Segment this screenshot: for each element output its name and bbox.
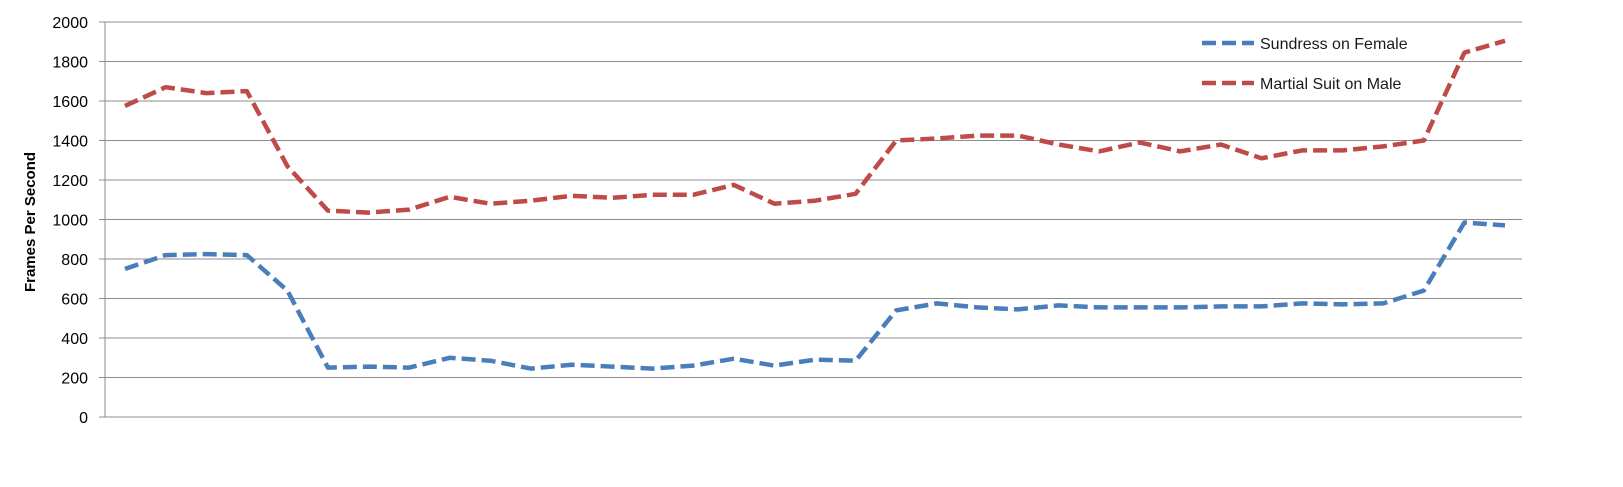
- data-point: [650, 193, 654, 197]
- data-point: [1462, 50, 1466, 54]
- data-point: [975, 133, 979, 137]
- data-point: [1340, 148, 1344, 152]
- data-point: [1300, 148, 1304, 152]
- series-line-0: [124, 220, 1506, 371]
- data-point: [448, 195, 452, 199]
- data-point: [1381, 144, 1385, 148]
- data-point: [1300, 301, 1304, 305]
- data-point: [1259, 304, 1263, 308]
- data-point: [1422, 288, 1426, 292]
- y-tick-label: 0: [79, 410, 88, 427]
- data-point: [1422, 138, 1426, 142]
- data-point: [1138, 140, 1142, 144]
- data-point: [448, 356, 452, 360]
- y-tick-label: 1400: [52, 134, 88, 151]
- data-point: [1138, 305, 1142, 309]
- data-point: [935, 136, 939, 140]
- data-point: [853, 359, 857, 363]
- data-point: [366, 364, 370, 368]
- data-point: [407, 365, 411, 369]
- series-line-1: [124, 38, 1506, 215]
- data-point: [772, 202, 776, 206]
- data-point: [894, 308, 898, 312]
- data-point: [1178, 305, 1182, 309]
- data-point: [610, 364, 614, 368]
- data-point: [1056, 142, 1060, 146]
- data-point: [975, 305, 979, 309]
- y-tick-label: 2000: [52, 15, 88, 32]
- data-point: [569, 362, 573, 366]
- data-point: [163, 253, 167, 257]
- data-point: [732, 357, 736, 361]
- data-point: [1462, 220, 1466, 224]
- data-point: [1219, 304, 1223, 308]
- data-point: [1016, 133, 1020, 137]
- data-point: [529, 199, 533, 203]
- series-lines: [123, 38, 1507, 371]
- data-point: [245, 253, 249, 257]
- data-point: [285, 164, 289, 168]
- y-tick-label: 600: [61, 292, 88, 309]
- data-point: [123, 267, 127, 271]
- data-point: [813, 199, 817, 203]
- data-point: [285, 288, 289, 292]
- data-point: [1097, 305, 1101, 309]
- legend-label-1: Martial Suit on Male: [1260, 76, 1401, 93]
- data-point: [894, 138, 898, 142]
- legend: Sundress on Female Martial Suit on Male: [1202, 36, 1408, 93]
- data-point: [1259, 156, 1263, 160]
- y-tick-label: 400: [61, 331, 88, 348]
- gridlines: [105, 21, 1522, 378]
- y-tick-label: 1000: [52, 213, 88, 230]
- data-point: [488, 202, 492, 206]
- legend-label-0: Sundress on Female: [1260, 36, 1408, 53]
- data-point: [772, 363, 776, 367]
- data-point: [366, 210, 370, 214]
- y-tick-label: 200: [61, 371, 88, 388]
- data-point: [1503, 223, 1507, 227]
- data-point: [732, 183, 736, 187]
- data-point: [569, 194, 573, 198]
- data-point: [1219, 142, 1223, 146]
- data-point: [1178, 149, 1182, 153]
- data-point: [1503, 39, 1507, 43]
- data-point: [1016, 307, 1020, 311]
- data-point: [691, 193, 695, 197]
- data-point: [326, 365, 330, 369]
- data-point: [853, 192, 857, 196]
- data-point: [488, 359, 492, 363]
- y-tick-labels: 0 200 400 600 800 1000 1200 1400 1600 1800 2000: [52, 15, 88, 427]
- data-point: [123, 104, 127, 108]
- y-tick-label: 1600: [52, 94, 88, 111]
- data-point: [650, 366, 654, 370]
- y-axis-label: Frames Per Second: [22, 152, 39, 292]
- data-point: [245, 89, 249, 93]
- data-point: [326, 208, 330, 212]
- data-point: [204, 91, 208, 95]
- data-point: [935, 301, 939, 305]
- data-point: [1056, 303, 1060, 307]
- data-point: [813, 358, 817, 362]
- data-point: [1381, 301, 1385, 305]
- data-point: [691, 363, 695, 367]
- data-point: [163, 85, 167, 89]
- y-tick-label: 1800: [52, 55, 88, 72]
- data-point: [407, 207, 411, 211]
- data-point: [610, 196, 614, 200]
- y-tick-label: 1200: [52, 173, 88, 190]
- data-point: [1097, 149, 1101, 153]
- data-point: [204, 252, 208, 256]
- axes: [99, 21, 1522, 418]
- data-point: [1340, 302, 1344, 306]
- data-point: [529, 366, 533, 370]
- y-tick-label: 800: [61, 252, 88, 269]
